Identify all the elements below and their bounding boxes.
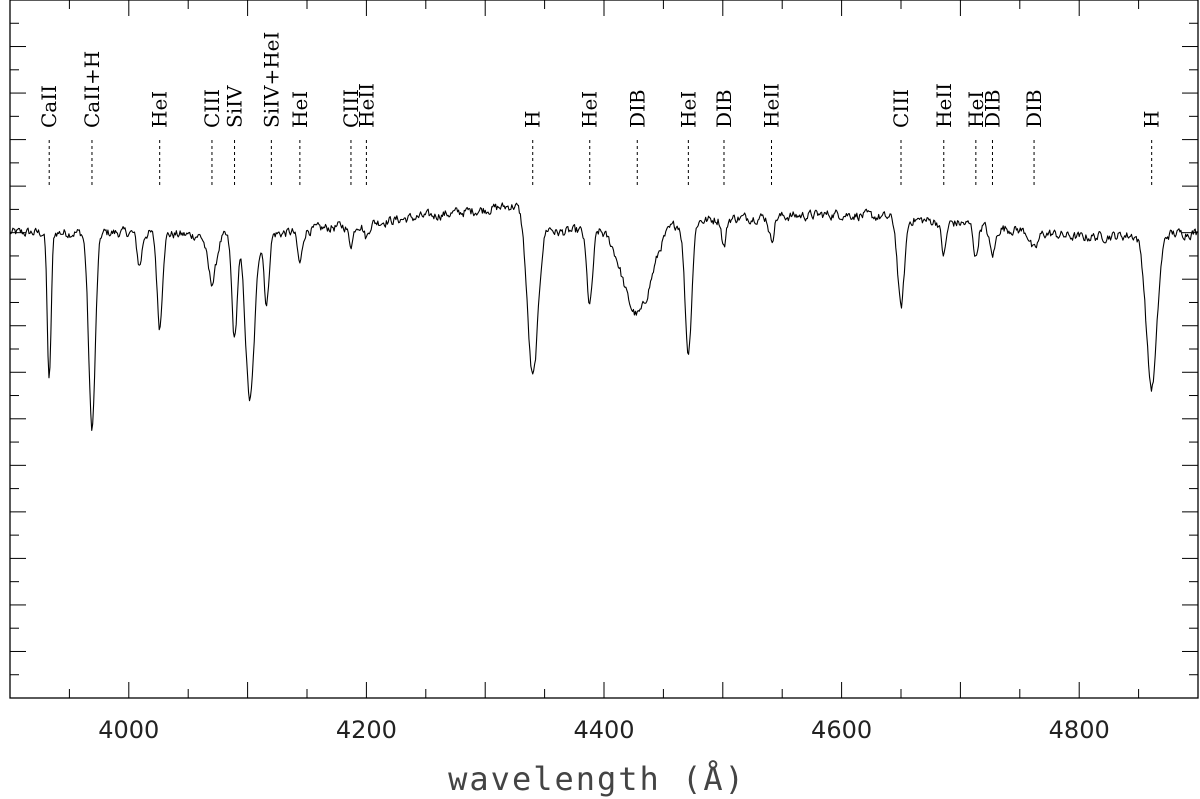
line-label: HeII [932, 83, 956, 128]
line-label: SiIV [223, 85, 247, 128]
plot-frame [9, 0, 1199, 699]
line-label: DIB [1022, 89, 1046, 128]
axis-ticks [9, 0, 1199, 699]
line-label: CIII [200, 89, 224, 128]
line-label: HeI [676, 91, 700, 128]
line-label: CIII [889, 89, 913, 128]
line-label: HeII [354, 83, 378, 128]
x-tick-label: 4600 [811, 716, 872, 744]
x-tick-label: 4800 [1049, 716, 1110, 744]
line-label: HeI [964, 91, 988, 128]
x-tick-label: 4400 [573, 716, 634, 744]
x-tick-labels: 4000 4200 4400 4600 4800 [98, 716, 1109, 744]
line-label: DIB [625, 89, 649, 128]
line-label: DIB [712, 89, 736, 128]
line-label: HeI [148, 91, 172, 128]
line-label: H [1140, 111, 1164, 128]
line-label: HeI [578, 91, 602, 128]
x-axis-label: wavelength (Å) [448, 760, 746, 798]
line-markers [48, 140, 1153, 187]
line-label: SiIV+HeI [259, 32, 283, 128]
line-label: CaII+H [80, 51, 104, 128]
x-tick-label: 4000 [98, 716, 159, 744]
line-label: HeI [288, 91, 312, 128]
spectrum-line [9, 202, 1198, 431]
line-label: CaII [37, 85, 61, 128]
line-label: DIB [980, 89, 1004, 128]
line-label: H [521, 111, 545, 128]
x-tick-label: 4200 [336, 716, 397, 744]
line-label: HeII [760, 83, 784, 128]
line-label: CIII [339, 89, 363, 128]
